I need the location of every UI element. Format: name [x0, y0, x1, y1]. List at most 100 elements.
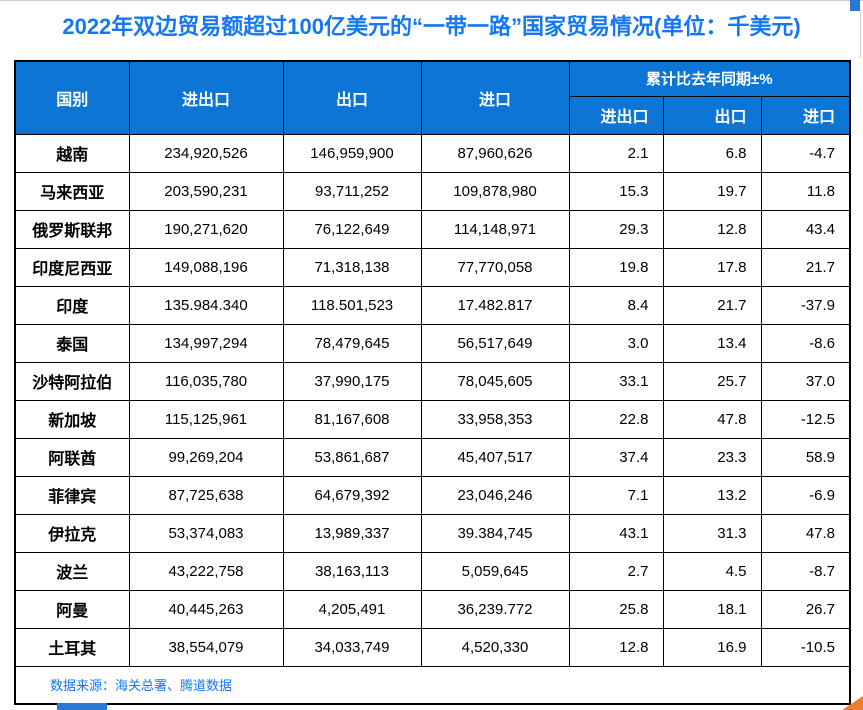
cell-yoy-total: 2.7 — [568, 551, 664, 591]
cell-total: 149,088,196 — [128, 247, 284, 287]
cell-yoy-total: 22.8 — [568, 399, 664, 439]
page-title: 2022年双边贸易额超过100亿美元的“一带一路”国家贸易情况(单位：千美元) — [62, 14, 801, 39]
cell-yoy-export: 13.4 — [662, 323, 762, 363]
right-edge-line — [860, 10, 861, 58]
cell-import: 56,517,649 — [420, 323, 570, 363]
cell-yoy-total: 43.1 — [568, 513, 664, 553]
cell-import: 45,407,517 — [420, 437, 570, 477]
cell-yoy-export: 12.8 — [662, 209, 762, 249]
cell-export: 71,318,138 — [282, 247, 422, 287]
cell-export: 13,989,337 — [282, 513, 422, 553]
cell-country: 沙特阿拉伯 — [14, 361, 130, 401]
cell-country: 泰国 — [14, 323, 130, 363]
cell-yoy-total: 33.1 — [568, 361, 664, 401]
top-border-line — [0, 0, 863, 1]
cell-yoy-import: 43.4 — [760, 209, 851, 249]
cell-yoy-total: 7.1 — [568, 475, 664, 515]
cell-import: 5,059,645 — [420, 551, 570, 591]
cell-export: 4,205,491 — [282, 589, 422, 629]
table-row: 伊拉克 53,374,083 13,989,337 39.384,745 43.1 31.… — [14, 513, 851, 553]
cell-yoy-export: 16.9 — [662, 627, 762, 667]
trade-table: 国别 进出口 出口 进口 累计比去年同期±% 进出口 出口 进口 越南 234,9… — [14, 60, 852, 705]
table-body: 越南 234,920,526 146,959,900 87,960,626 2.1 6.8… — [14, 133, 851, 667]
cell-country: 阿曼 — [14, 589, 130, 629]
cell-yoy-import: 37.0 — [760, 361, 851, 401]
cell-export: 118.501,523 — [282, 285, 422, 325]
cell-yoy-export: 21.7 — [662, 285, 762, 325]
cell-yoy-export: 25.7 — [662, 361, 762, 401]
cell-yoy-export: 23.3 — [662, 437, 762, 477]
cell-yoy-import: -6.9 — [760, 475, 851, 515]
cell-total: 53,374,083 — [128, 513, 284, 553]
cell-total: 99,269,204 — [128, 437, 284, 477]
table-row: 沙特阿拉伯 116,035,780 37,990,175 78,045,605 33.1… — [14, 361, 851, 401]
cell-yoy-import: -8.7 — [760, 551, 851, 591]
table-row: 印度尼西亚 149,088,196 71,318,138 77,770,058 19.8… — [14, 247, 851, 287]
table-row: 马来西亚 203,590,231 93,711,252 109,878,980 15.3… — [14, 171, 851, 211]
cell-import: 23,046,246 — [420, 475, 570, 515]
cell-yoy-export: 17.8 — [662, 247, 762, 287]
cell-total: 134,997,294 — [128, 323, 284, 363]
table-row: 阿联酋 99,269,204 53,861,687 45,407,517 37.4 23.… — [14, 437, 851, 477]
header-country: 国别 — [14, 60, 130, 135]
table-row: 印度 135.984.340 118.501,523 17.482.817 8.4 21.… — [14, 285, 851, 325]
cell-export: 34,033,749 — [282, 627, 422, 667]
cell-country: 马来西亚 — [14, 171, 130, 211]
table-header: 国别 进出口 出口 进口 累计比去年同期±% 进出口 出口 进口 — [14, 60, 851, 135]
cell-yoy-import: 26.7 — [760, 589, 851, 629]
header-yoy-import: 进口 — [760, 95, 851, 135]
header-export: 出口 — [282, 60, 422, 135]
cell-yoy-export: 18.1 — [662, 589, 762, 629]
cell-yoy-total: 19.8 — [568, 247, 664, 287]
cell-export: 37,990,175 — [282, 361, 422, 401]
cell-yoy-total: 25.8 — [568, 589, 664, 629]
cell-country: 越南 — [14, 133, 130, 173]
cell-export: 78,479,645 — [282, 323, 422, 363]
cell-import: 109,878,980 — [420, 171, 570, 211]
table-row: 阿曼 40,445,263 4,205,491 36,239.772 25.8 18.1 2… — [14, 589, 851, 629]
cell-total: 203,590,231 — [128, 171, 284, 211]
cell-import: 77,770,058 — [420, 247, 570, 287]
cell-yoy-import: 11.8 — [760, 171, 851, 211]
cell-yoy-total: 2.1 — [568, 133, 664, 173]
cell-export: 81,167,608 — [282, 399, 422, 439]
header-yoy-total: 进出口 — [568, 95, 664, 135]
cell-yoy-import: 21.7 — [760, 247, 851, 287]
cell-total: 40,445,263 — [128, 589, 284, 629]
data-source-note: 数据来源：海关总署、腾道数据 — [14, 665, 851, 705]
cell-total: 38,554,079 — [128, 627, 284, 667]
cell-country: 土耳其 — [14, 627, 130, 667]
table-row: 俄罗斯联邦 190,271,620 76,122,649 114,148,971 29.… — [14, 209, 851, 249]
cell-total: 43,222,758 — [128, 551, 284, 591]
table-row: 土耳其 38,554,079 34,033,749 4,520,330 12.8 16.9… — [14, 627, 851, 667]
cell-country: 印度 — [14, 285, 130, 325]
table-row: 新加坡 115,125,961 81,167,608 33,958,353 22.8 47… — [14, 399, 851, 439]
cell-import: 4,520,330 — [420, 627, 570, 667]
cell-yoy-import: -37.9 — [760, 285, 851, 325]
cell-yoy-import: -8.6 — [760, 323, 851, 363]
cell-country: 波兰 — [14, 551, 130, 591]
header-total: 进出口 — [128, 60, 284, 135]
cell-total: 135.984.340 — [128, 285, 284, 325]
cell-country: 菲律宾 — [14, 475, 130, 515]
cell-export: 53,861,687 — [282, 437, 422, 477]
cell-import: 17.482.817 — [420, 285, 570, 325]
cell-import: 87,960,626 — [420, 133, 570, 173]
cell-total: 234,920,526 — [128, 133, 284, 173]
cell-import: 36,239.772 — [420, 589, 570, 629]
cell-yoy-total: 15.3 — [568, 171, 664, 211]
cell-country: 俄罗斯联邦 — [14, 209, 130, 249]
cell-yoy-import: 47.8 — [760, 513, 851, 553]
cell-yoy-total: 3.0 — [568, 323, 664, 363]
cell-import: 78,045,605 — [420, 361, 570, 401]
cell-yoy-export: 6.8 — [662, 133, 762, 173]
cell-yoy-total: 12.8 — [568, 627, 664, 667]
bottom-left-blue-fragment — [57, 703, 107, 710]
cell-export: 76,122,649 — [282, 209, 422, 249]
cell-total: 116,035,780 — [128, 361, 284, 401]
cell-import: 114,148,971 — [420, 209, 570, 249]
table-row: 菲律宾 87,725,638 64,679,392 23,046,246 7.1 13.2… — [14, 475, 851, 515]
cell-export: 146,959,900 — [282, 133, 422, 173]
table-row: 越南 234,920,526 146,959,900 87,960,626 2.1 6.8… — [14, 133, 851, 173]
